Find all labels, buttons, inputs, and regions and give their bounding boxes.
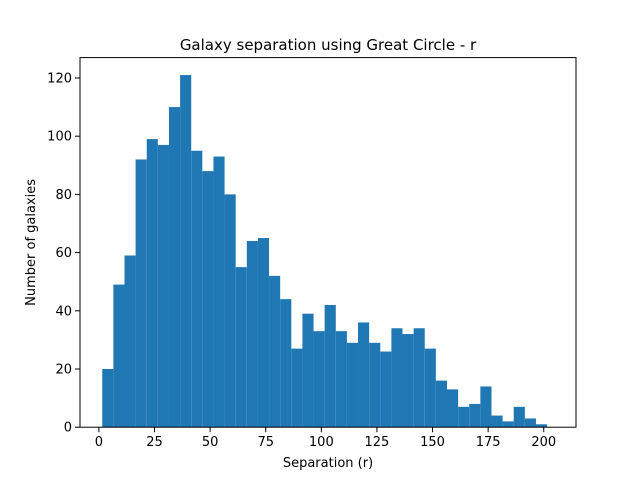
histogram-bar (402, 334, 414, 428)
x-tick-label: 75 (257, 435, 274, 450)
histogram-bar (235, 267, 247, 428)
histogram-bar (524, 418, 536, 428)
y-axis-label: Number of galaxies (24, 179, 39, 306)
histogram-bar (113, 284, 125, 428)
histogram-bar (502, 421, 514, 428)
y-tick-label: 100 (47, 130, 72, 145)
y-tick-label: 20 (55, 362, 72, 377)
histogram-bar (146, 139, 158, 428)
y-tick-label: 80 (55, 188, 72, 203)
histogram-bar (246, 240, 258, 428)
y-tick-label: 60 (55, 246, 72, 261)
histogram-bar (291, 348, 303, 428)
x-tick-label: 25 (146, 435, 163, 450)
histogram-bar (280, 299, 292, 428)
histogram-bar (324, 304, 336, 428)
x-tick-label: 50 (202, 435, 219, 450)
histogram-bar (269, 275, 281, 428)
histogram-bar (413, 328, 425, 428)
x-tick-label: 175 (476, 435, 501, 450)
histogram-bar (157, 144, 169, 428)
histogram-bar (380, 351, 392, 428)
x-axis-label: Separation (r) (283, 456, 373, 471)
histogram-bar (168, 107, 181, 428)
chart-title: Galaxy separation using Great Circle - r (180, 36, 477, 54)
bars-group (102, 75, 548, 428)
histogram-bar (513, 406, 525, 428)
histogram-bar (458, 406, 470, 428)
histogram-bar (135, 159, 147, 428)
x-tick-label: 0 (95, 435, 103, 450)
histogram-bar (369, 342, 381, 428)
histogram-bar (346, 342, 359, 428)
histogram-bar (124, 255, 136, 428)
y-tick-label: 120 (47, 71, 72, 86)
histogram-bar (480, 386, 492, 428)
histogram-bar (180, 75, 192, 428)
histogram-bar (313, 331, 325, 428)
y-tick-label: 40 (55, 304, 72, 319)
histogram-bar (535, 424, 548, 428)
histogram-bar (102, 368, 114, 428)
plot-area-frame (79, 57, 577, 428)
histogram-bar (302, 313, 314, 428)
x-tick-label: 200 (531, 435, 556, 450)
histogram-bar (446, 389, 459, 428)
histogram-bar (435, 380, 447, 428)
y-tick-label: 0 (64, 421, 72, 436)
histogram-bar (358, 322, 370, 428)
histogram-bar (213, 156, 225, 428)
histogram-bar (202, 171, 214, 428)
histogram-bar (335, 331, 347, 428)
histogram-bar (391, 328, 403, 428)
x-tick-label: 125 (365, 435, 390, 450)
histogram-bar (257, 238, 270, 428)
histogram-bar (491, 415, 503, 428)
histogram-bar (224, 194, 236, 428)
x-axis-ticks: 0 25 50 75 100 125 150 175 200 (95, 427, 556, 450)
x-tick-label: 150 (420, 435, 445, 450)
y-axis-ticks: 0 20 40 60 80 100 120 (47, 71, 80, 436)
histogram-bar (191, 150, 203, 428)
x-tick-label: 100 (309, 435, 334, 450)
histogram-bar (424, 348, 436, 428)
histogram-bar (469, 403, 481, 428)
